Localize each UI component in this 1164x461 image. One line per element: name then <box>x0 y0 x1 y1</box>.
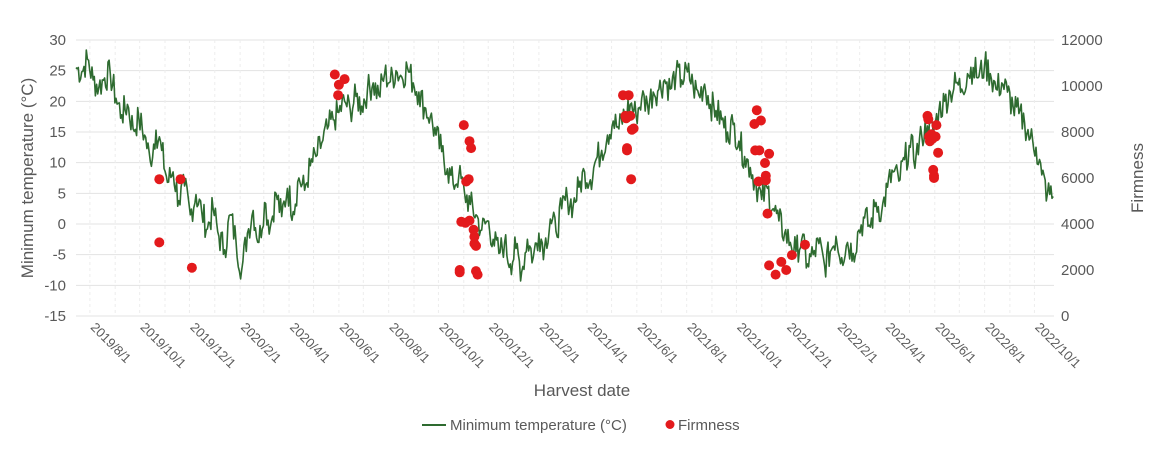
y-axis-left-title: Minimum temperature (°C) <box>18 78 37 278</box>
x-tick-label: 2022/4/1 <box>883 320 929 366</box>
firmness-point <box>625 110 636 121</box>
left-tick-label: 30 <box>49 32 66 49</box>
firmness-point <box>930 131 941 142</box>
firmness-point <box>339 74 350 85</box>
x-tick-label: 2019/10/1 <box>138 320 190 372</box>
firmness-point <box>760 175 771 186</box>
firmness-point <box>776 256 787 267</box>
x-tick-label: 2022/6/1 <box>933 320 979 366</box>
firmness-point <box>923 114 934 125</box>
left-tick-label: -5 <box>53 247 66 264</box>
firmness-point <box>760 158 770 168</box>
firmness-point <box>622 145 632 156</box>
firmness-point <box>463 174 474 185</box>
firmness-point <box>186 262 197 273</box>
left-axis-ticks: -15 -10 -5 0 5 10 15 20 25 30 <box>44 32 66 325</box>
right-tick-label: 6000 <box>1061 170 1094 187</box>
firmness-point <box>333 90 344 101</box>
left-tick-label: 5 <box>58 185 66 202</box>
legend: Minimum temperature (°C) Firmness <box>422 417 740 434</box>
firmness-point <box>464 215 475 226</box>
temperature-line-layer <box>75 49 1054 282</box>
firmness-point <box>764 148 775 159</box>
firmness-point <box>175 174 186 185</box>
firmness-point <box>472 269 483 280</box>
firmness-point <box>154 174 165 185</box>
firmness-points-layer <box>154 69 944 280</box>
left-tick-label: 20 <box>49 93 66 110</box>
firmness-point <box>466 143 477 154</box>
firmness-point <box>770 269 781 280</box>
x-tick-label: 2020/4/1 <box>287 320 333 366</box>
firmness-point <box>458 120 469 131</box>
x-tick-label: 2020/8/1 <box>387 320 433 366</box>
firmness-point <box>469 231 480 242</box>
legend-label-firmness: Firmness <box>678 417 740 434</box>
x-tick-label: 2021/4/1 <box>585 320 631 366</box>
left-tick-label: 25 <box>49 63 66 80</box>
left-tick-label: -15 <box>44 308 66 325</box>
firmness-point <box>781 265 792 275</box>
right-tick-label: 8000 <box>1061 124 1094 141</box>
firmness-point <box>764 260 775 271</box>
x-tick-label: 2022/10/1 <box>1032 320 1084 372</box>
firmness-point <box>454 267 465 278</box>
right-tick-label: 2000 <box>1061 262 1094 279</box>
y-axis-right-title: Firmness <box>1128 143 1147 213</box>
x-tick-label: 2020/2/1 <box>238 320 284 366</box>
x-tick-label: 2021/12/1 <box>784 320 836 372</box>
firmness-point <box>751 105 762 116</box>
right-axis-ticks: 0 2000 4000 6000 8000 10000 12000 <box>1061 32 1103 325</box>
x-tick-label: 2020/12/1 <box>486 320 538 372</box>
x-tick-label: 2021/6/1 <box>635 320 681 366</box>
legend-dot-swatch <box>665 420 675 429</box>
x-tick-label: 2021/2/1 <box>537 320 583 366</box>
right-tick-label: 4000 <box>1061 216 1094 233</box>
firmness-point <box>933 147 944 158</box>
firmness-point <box>755 115 766 126</box>
firmness-point <box>931 120 942 131</box>
x-tick-label: 2021/8/1 <box>685 320 731 366</box>
firmness-point <box>623 90 634 101</box>
firmness-point <box>929 173 939 183</box>
firmness-point <box>628 123 639 134</box>
right-tick-label: 0 <box>1061 308 1069 325</box>
x-tick-label: 2022/8/1 <box>982 320 1028 366</box>
firmness-point <box>329 69 340 80</box>
firmness-point <box>762 208 773 219</box>
left-tick-label: 10 <box>49 155 66 172</box>
x-axis-title: Harvest date <box>534 381 630 400</box>
firmness-point <box>626 174 637 185</box>
temperature-line <box>75 49 1054 282</box>
right-tick-label: 10000 <box>1061 78 1103 95</box>
firmness-point <box>154 237 165 248</box>
x-tick-label: 2019/8/1 <box>88 320 134 366</box>
x-tick-label: 2019/12/1 <box>187 320 239 372</box>
x-tick-label: 2022/2/1 <box>835 320 881 366</box>
x-tick-label: 2020/6/1 <box>337 320 383 366</box>
firmness-point <box>471 240 481 251</box>
gridlines <box>76 39 1054 317</box>
firmness-point <box>754 145 765 156</box>
left-tick-label: -10 <box>44 277 66 294</box>
firmness-point <box>800 239 810 250</box>
x-tick-label: 2021/10/1 <box>734 320 786 372</box>
firmness-point <box>786 250 797 261</box>
left-tick-label: 15 <box>49 124 66 141</box>
x-tick-label: 2020/10/1 <box>436 320 488 372</box>
left-tick-label: 0 <box>58 216 66 233</box>
right-tick-label: 12000 <box>1061 32 1103 49</box>
legend-label-temperature: Minimum temperature (°C) <box>450 417 627 434</box>
